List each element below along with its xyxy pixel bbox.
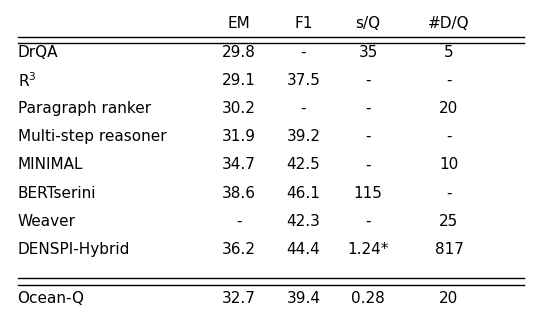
Text: -: -	[446, 129, 451, 144]
Text: s/Q: s/Q	[356, 16, 380, 31]
Text: -: -	[301, 45, 306, 60]
Text: Multi-step reasoner: Multi-step reasoner	[17, 129, 166, 144]
Text: -: -	[365, 157, 371, 173]
Text: 38.6: 38.6	[222, 185, 256, 201]
Text: 30.2: 30.2	[222, 101, 256, 116]
Text: 5: 5	[444, 45, 454, 60]
Text: Ocean-Q: Ocean-Q	[17, 291, 85, 306]
Text: 32.7: 32.7	[222, 291, 256, 306]
Text: 42.5: 42.5	[287, 157, 320, 173]
Text: 44.4: 44.4	[287, 242, 320, 257]
Text: F1: F1	[294, 16, 313, 31]
Text: Paragraph ranker: Paragraph ranker	[17, 101, 151, 116]
Text: 39.2: 39.2	[286, 129, 320, 144]
Text: R$^3$: R$^3$	[17, 71, 36, 90]
Text: EM: EM	[227, 16, 250, 31]
Text: 20: 20	[440, 291, 459, 306]
Text: 0.28: 0.28	[351, 291, 385, 306]
Text: Weaver: Weaver	[17, 214, 75, 229]
Text: DENSPI-Hybrid: DENSPI-Hybrid	[17, 242, 130, 257]
Text: 29.8: 29.8	[222, 45, 256, 60]
Text: 36.2: 36.2	[222, 242, 256, 257]
Text: -: -	[301, 101, 306, 116]
Text: -: -	[236, 214, 241, 229]
Text: -: -	[365, 73, 371, 88]
Text: 37.5: 37.5	[286, 73, 320, 88]
Text: BERTserini: BERTserini	[17, 185, 96, 201]
Text: 25: 25	[440, 214, 459, 229]
Text: -: -	[365, 129, 371, 144]
Text: 35: 35	[358, 45, 378, 60]
Text: 817: 817	[435, 242, 463, 257]
Text: 115: 115	[353, 185, 383, 201]
Text: DrQA: DrQA	[17, 45, 58, 60]
Text: 39.4: 39.4	[286, 291, 320, 306]
Text: 31.9: 31.9	[222, 129, 256, 144]
Text: -: -	[446, 185, 451, 201]
Text: #D/Q: #D/Q	[428, 16, 470, 31]
Text: 29.1: 29.1	[222, 73, 256, 88]
Text: -: -	[446, 73, 451, 88]
Text: MINIMAL: MINIMAL	[17, 157, 83, 173]
Text: 10: 10	[440, 157, 459, 173]
Text: 34.7: 34.7	[222, 157, 256, 173]
Text: -: -	[365, 214, 371, 229]
Text: 1.24*: 1.24*	[347, 242, 389, 257]
Text: -: -	[365, 101, 371, 116]
Text: 46.1: 46.1	[286, 185, 320, 201]
Text: 42.3: 42.3	[286, 214, 320, 229]
Text: 20: 20	[440, 101, 459, 116]
